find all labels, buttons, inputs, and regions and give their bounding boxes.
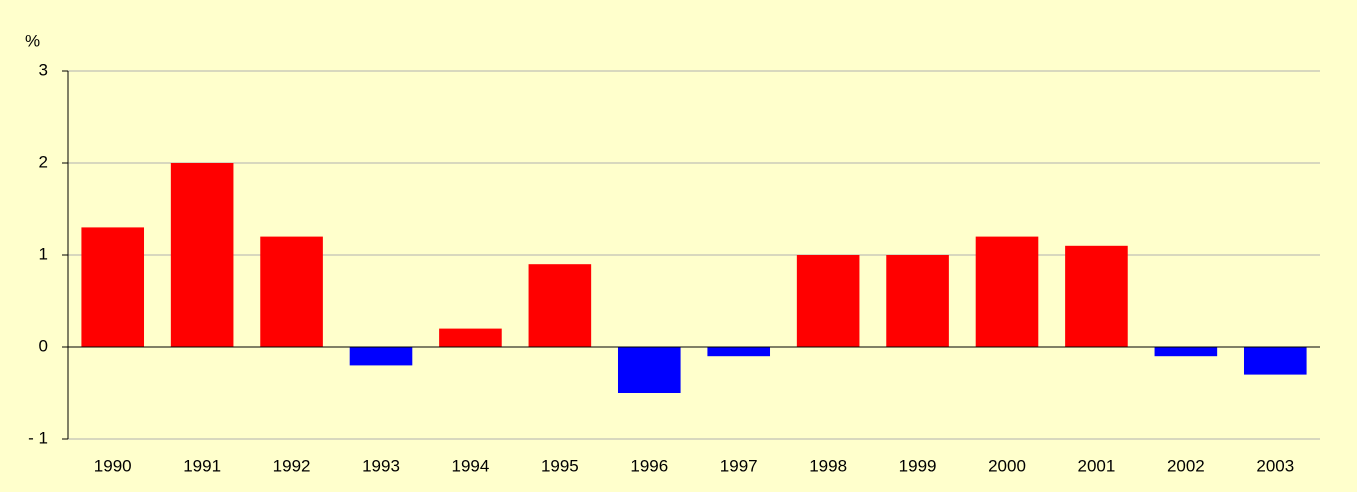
x-tick-label: 1995 xyxy=(541,456,579,475)
bar xyxy=(975,236,1039,347)
bar xyxy=(260,236,323,347)
x-tick-label: 1992 xyxy=(273,456,311,475)
bar xyxy=(1065,245,1128,347)
x-tick-label: 2002 xyxy=(1167,456,1205,475)
bar xyxy=(81,227,145,347)
y-tick-label: 0 xyxy=(39,336,48,355)
bar xyxy=(707,347,771,357)
x-tick-label: 1998 xyxy=(809,456,847,475)
bar xyxy=(528,264,592,347)
x-tick-label: 1999 xyxy=(899,456,937,475)
bar xyxy=(886,255,949,347)
bar xyxy=(617,347,681,393)
y-tick-label: 1 xyxy=(39,244,48,263)
x-tick-label: 2001 xyxy=(1078,456,1116,475)
bar xyxy=(1154,347,1218,357)
x-tick-label: 1993 xyxy=(362,456,400,475)
x-tick-label: 1990 xyxy=(94,456,132,475)
bar xyxy=(170,163,234,347)
y-tick-label: 2 xyxy=(39,152,48,171)
x-tick-label: 2003 xyxy=(1256,456,1294,475)
x-tick-label: 1994 xyxy=(452,456,490,475)
x-tick-label: 2000 xyxy=(988,456,1026,475)
y-tick-label: 3 xyxy=(39,60,48,79)
x-tick-label: 1997 xyxy=(720,456,758,475)
bar xyxy=(796,255,860,347)
x-tick-label: 1991 xyxy=(183,456,221,475)
x-tick-label: 1996 xyxy=(630,456,668,475)
bar xyxy=(439,328,502,347)
bar xyxy=(1243,347,1307,375)
bar xyxy=(349,347,413,366)
y-tick-label: - 1 xyxy=(28,428,48,447)
y-unit: % xyxy=(25,31,40,50)
